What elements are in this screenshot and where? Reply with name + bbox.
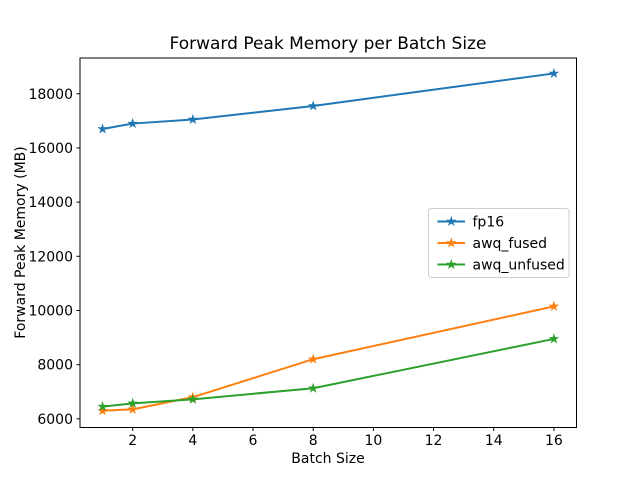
x-tick-label: 12	[425, 433, 443, 449]
data-point-marker-awq_fused	[97, 405, 108, 416]
data-point-marker-fp16	[548, 67, 560, 78]
legend-marker-fp16	[445, 215, 457, 227]
y-tick-label: 8000	[37, 358, 73, 374]
data-point-marker-fp16	[127, 117, 138, 129]
x-tick-label: 10	[364, 433, 382, 449]
x-tick-label: 14	[485, 433, 503, 449]
y-axis-label: Forward Peak Memory (MB)	[13, 146, 29, 338]
y-tick-label: 6000	[37, 412, 73, 428]
data-point-marker-awq_fused	[127, 403, 138, 414]
data-point-marker-awq_unfused	[187, 393, 199, 404]
legend-label-awq_fused: awq_fused	[473, 236, 548, 252]
data-point-marker-awq_unfused	[127, 397, 138, 408]
data-point-marker-awq_unfused	[548, 333, 560, 344]
y-tick-label: 16000	[28, 141, 73, 157]
data-point-marker-fp16	[307, 100, 319, 111]
data-point-marker-awq_fused	[548, 300, 560, 311]
legend-marker-awq_fused	[445, 237, 457, 248]
data-point-marker-awq_unfused	[97, 401, 108, 412]
x-tick-label: 16	[545, 433, 563, 449]
y-tick-label: 14000	[28, 195, 73, 211]
x-tick-label: 6	[249, 433, 258, 449]
legend-marker-awq_unfused	[445, 258, 457, 270]
data-point-marker-awq_unfused	[307, 382, 319, 393]
legend-box	[428, 208, 570, 278]
data-point-marker-fp16	[187, 113, 199, 125]
x-tick-label: 8	[309, 433, 318, 449]
chart-title: Forward Peak Memory per Batch Size	[170, 34, 487, 54]
y-tick-label: 10000	[28, 303, 73, 319]
legend-label-fp16: fp16	[473, 215, 505, 231]
x-tick-label: 2	[128, 433, 137, 449]
y-tick-label: 12000	[28, 249, 73, 265]
data-point-marker-fp16	[97, 123, 108, 134]
data-point-marker-awq_fused	[307, 353, 319, 364]
legend-label-awq_unfused: awq_unfused	[473, 258, 565, 274]
x-axis-label: Batch Size	[291, 451, 364, 467]
x-tick-label: 4	[188, 433, 197, 449]
y-tick-label: 18000	[28, 87, 73, 103]
